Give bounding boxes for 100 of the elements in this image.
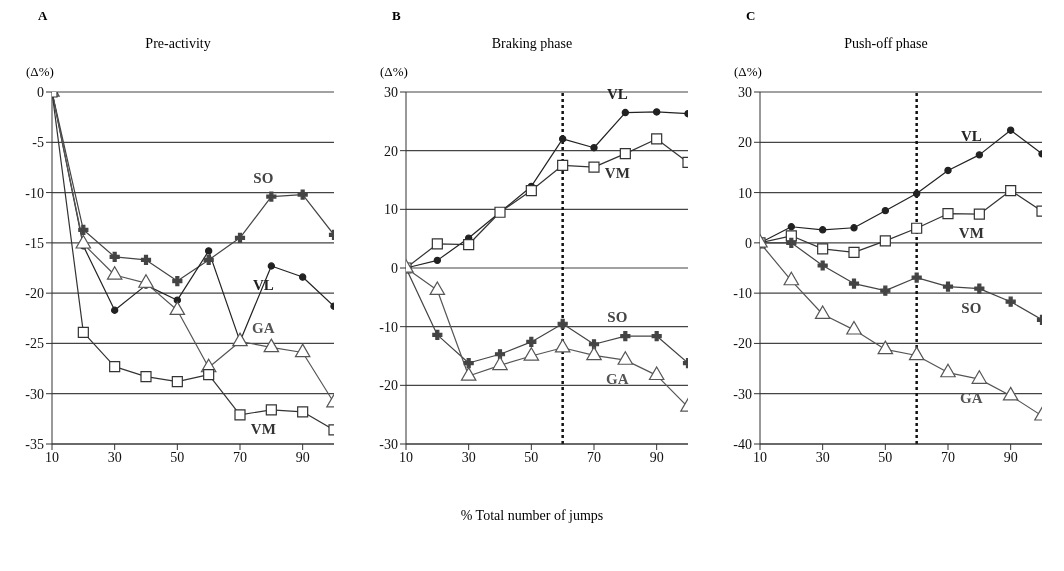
point (267, 262, 276, 270)
x-tick-label: 10 (45, 449, 59, 465)
point (140, 371, 152, 383)
y-tick-label: 0 (391, 260, 398, 276)
point (297, 406, 309, 418)
y-tick-label: -25 (25, 336, 44, 352)
point (787, 223, 796, 231)
point (75, 234, 92, 249)
y-axis-title: (Δ%) (734, 64, 762, 80)
point (783, 271, 800, 286)
y-tick-label: 30 (738, 84, 752, 100)
point (850, 224, 858, 232)
point (263, 338, 280, 353)
point (908, 346, 925, 361)
y-tick-label: -10 (379, 319, 398, 335)
point (463, 357, 474, 369)
point (431, 238, 443, 250)
series-label: GA (252, 320, 275, 337)
text: A (38, 8, 48, 24)
point (975, 151, 984, 159)
x-tick-label: 30 (107, 449, 122, 465)
point (814, 305, 831, 320)
text: B (392, 8, 401, 24)
y-tick-label: -10 (733, 286, 752, 302)
x-tick-label: 10 (753, 449, 767, 465)
y-tick-label: 20 (738, 135, 752, 151)
point (1006, 126, 1015, 134)
x-tick-label: 50 (524, 449, 539, 465)
y-tick-label: -10 (25, 185, 44, 201)
point (940, 363, 956, 378)
point (558, 135, 567, 143)
y-axis-title: (Δ%) (26, 64, 54, 80)
point (620, 330, 631, 342)
point (109, 251, 120, 263)
point (942, 281, 954, 292)
point (621, 108, 630, 117)
point (911, 222, 923, 234)
point (911, 272, 922, 283)
point (523, 347, 540, 361)
point (974, 283, 985, 294)
x-tick-label: 90 (295, 449, 310, 465)
x-tick-label: 90 (649, 449, 664, 465)
point (433, 256, 442, 265)
point (140, 254, 152, 266)
point (138, 274, 154, 288)
chart-title: Pre-activity (144, 36, 212, 52)
y-tick-label: 20 (384, 143, 398, 159)
y-tick-label: 0 (745, 235, 752, 251)
point (554, 338, 571, 353)
point (203, 369, 215, 381)
chart-title: Braking phase (490, 36, 574, 52)
point (432, 329, 443, 340)
x-tick-label: 10 (399, 449, 413, 465)
point (557, 159, 569, 171)
point (234, 409, 246, 421)
point (817, 243, 829, 255)
point (525, 184, 537, 197)
point (298, 273, 307, 281)
point (78, 224, 89, 235)
series-label: SO (607, 309, 628, 326)
point (818, 226, 827, 234)
point (294, 343, 311, 358)
series-label: VL (606, 85, 628, 102)
point (110, 306, 119, 314)
y-tick-label: -20 (379, 378, 398, 394)
y-tick-label: -30 (379, 436, 398, 452)
point (77, 326, 89, 338)
point (266, 191, 277, 202)
y-tick-label: -5 (32, 135, 44, 151)
point (1005, 296, 1016, 307)
series-label: VM (604, 164, 630, 181)
point (617, 351, 634, 365)
point (817, 260, 828, 271)
y-tick-label: 30 (384, 84, 398, 100)
point (879, 235, 891, 247)
x-tick-label: 90 (1003, 449, 1018, 465)
point (973, 208, 985, 220)
series-label: VM (250, 420, 276, 437)
x-tick-label: 70 (941, 449, 955, 465)
point (619, 148, 631, 160)
series-label: VL (960, 127, 982, 144)
series-label: GA (960, 390, 983, 407)
series-label: VM (958, 225, 984, 242)
y-axis-title: (Δ%) (380, 64, 408, 80)
point (171, 376, 183, 388)
point (203, 254, 214, 266)
chart-title: Push-off phase (843, 36, 929, 52)
x-tick-label: 30 (461, 449, 476, 465)
point (848, 278, 860, 289)
y-tick-label: -20 (25, 286, 44, 302)
point (106, 266, 123, 280)
x-tick-label: 50 (170, 449, 185, 465)
point (265, 404, 277, 416)
point (651, 133, 663, 145)
point (172, 275, 183, 287)
series-label: SO (961, 299, 982, 316)
point (232, 332, 248, 347)
point (877, 340, 894, 355)
point (460, 367, 477, 381)
point (1005, 184, 1017, 197)
